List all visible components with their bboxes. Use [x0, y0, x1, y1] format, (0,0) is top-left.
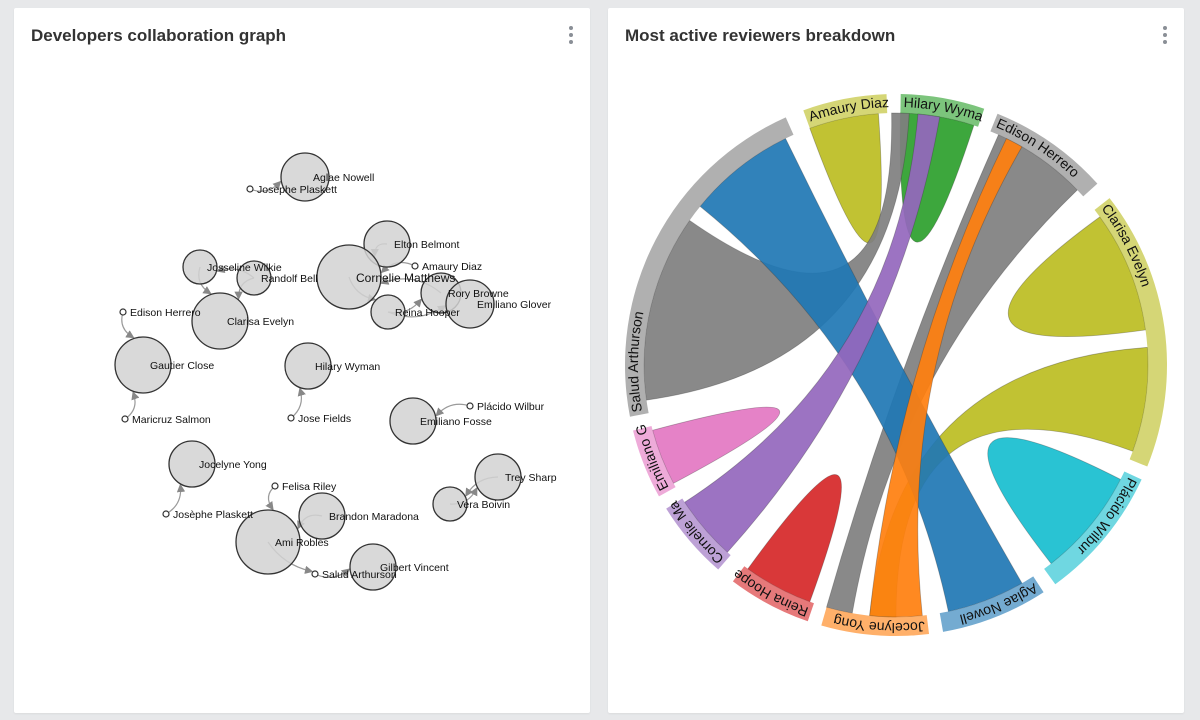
reviewers-breakdown-panel: Most active reviewers breakdown Amaury D…: [608, 8, 1184, 713]
graph-node-cornelie-matthews[interactable]: [316, 244, 382, 310]
group-arc-emiliano-glover[interactable]: [633, 425, 676, 497]
graph-node-label: Maricruz Salmon: [132, 414, 211, 426]
graph-node-label: Aglae Nowell: [313, 172, 374, 184]
graph-node-label: Gautier Close: [150, 360, 214, 372]
graph-node-hilary-wyman[interactable]: [284, 342, 332, 390]
graph-node-label: Plácido Wilbur: [477, 401, 545, 413]
graph-node-josephe-plaskett[interactable]: [162, 510, 170, 518]
graph-node-label: Jose Fields: [298, 413, 351, 425]
graph-node-label: Gilbert Vincent: [380, 562, 449, 574]
graph-node-label: Clarisa Evelyn: [227, 316, 294, 328]
graph-node-reina-hooper[interactable]: [370, 294, 406, 330]
graph-node-emiliano-glover[interactable]: [445, 279, 495, 329]
group-arc-jocelyne-yong[interactable]: [821, 607, 930, 636]
graph-node-aglae-nowell[interactable]: [280, 152, 330, 202]
graph-node-label: Reina Hooper: [395, 307, 460, 319]
graph-node-label: Josseline Wilkie: [207, 262, 282, 274]
graph-node-maricruz-salmon[interactable]: [121, 415, 129, 423]
graph-node-label: Hilary Wyman: [315, 361, 380, 373]
graph-node-trey-sharp[interactable]: [474, 453, 522, 501]
graph-node-randolf-bell[interactable]: [236, 260, 272, 296]
collaboration-graph-panel: Developers collaboration graph Aglae Now…: [14, 8, 590, 713]
graph-node-label: Trey Sharp: [505, 472, 557, 484]
group-arc-amaury-diaz[interactable]: [803, 94, 888, 129]
graph-node-label: Rory Browne: [448, 288, 509, 300]
group-label: Salud Arthurson: [625, 310, 646, 414]
graph-node-label: Felisa Riley: [282, 481, 337, 493]
graph-node-label: Elton Belmont: [394, 239, 459, 251]
graph-node-vera-boivin[interactable]: [432, 486, 468, 522]
graph-node-label: Jocelyne Yong: [199, 459, 267, 471]
graph-node-josephe-plaskett[interactable]: [246, 185, 254, 193]
chord-ribbon[interactable]: [1007, 216, 1146, 338]
graph-node-brandon-maradona[interactable]: [298, 492, 346, 540]
group-arc-clarisa-evelyn[interactable]: [1094, 198, 1167, 467]
graph-node-jose-fields[interactable]: [287, 414, 295, 422]
graph-node-salud-arthurson[interactable]: [311, 570, 319, 578]
graph-node-label: Emiliano Fosse: [420, 416, 492, 428]
graph-node-elton-belmont[interactable]: [363, 220, 411, 268]
chord-ribbon[interactable]: [652, 406, 781, 484]
graph-node-amaury-diaz[interactable]: [411, 262, 419, 270]
graph-node-gautier-close[interactable]: [114, 336, 172, 394]
graph-node-label: Brandon Maradona: [329, 511, 419, 523]
graph-link: [435, 403, 471, 417]
graph-node-label: Emiliano Glover: [477, 299, 552, 311]
graph-node-jocelyne-yong[interactable]: [168, 440, 216, 488]
chord-ribbon[interactable]: [826, 134, 1078, 614]
graph-node-label: Cornelie Matthews: [356, 271, 455, 285]
panel-title: Developers collaboration graph: [31, 26, 287, 45]
group-arc-edison-herrero[interactable]: [990, 113, 1098, 197]
group-arc-placido-wilbur[interactable]: [1044, 471, 1142, 585]
graph-node-label: Salud Arthurson: [322, 569, 397, 581]
graph-node-label: Ami Robles: [275, 537, 329, 549]
graph-node-gilbert-vincent[interactable]: [349, 543, 397, 591]
graph-node-label: Edison Herrero: [130, 307, 201, 319]
graph-node-label: Vera Boivin: [457, 499, 510, 511]
graph-node-placido-wilbur[interactable]: [466, 402, 474, 410]
group-arc-cornelie-matthews[interactable]: [666, 498, 731, 570]
graph-node-label: Josèphe Plaskett: [173, 509, 253, 521]
group-arc-aglae-nowell[interactable]: [939, 576, 1044, 632]
graph-node-label: Randolf Bell: [261, 273, 318, 285]
group-label: Hilary Wyman: [608, 8, 986, 124]
group-arc-salud-arthurson[interactable]: [625, 117, 794, 417]
chord-ribbon[interactable]: [987, 437, 1122, 565]
graph-node-clarisa-evelyn[interactable]: [191, 292, 249, 350]
chord-ribbon[interactable]: [684, 113, 941, 553]
graph-node-label: Josephe Plaskett: [257, 184, 337, 196]
group-arc-hilary-wyman[interactable]: [900, 94, 985, 127]
vertical-dots-icon[interactable]: [1160, 26, 1170, 46]
group-arc-reina-hooper[interactable]: [732, 566, 814, 622]
panel-title: Most active reviewers breakdown: [625, 26, 896, 45]
graph-node-felisa-riley[interactable]: [271, 482, 279, 490]
graph-node-ami-robles[interactable]: [235, 509, 301, 575]
graph-node-edison-herrero[interactable]: [119, 308, 127, 316]
chord-ribbon[interactable]: [747, 474, 842, 603]
graph-node-josseline-wilkie[interactable]: [182, 249, 218, 285]
vertical-dots-icon[interactable]: [566, 26, 576, 46]
graph-node-label: Amaury Diaz: [422, 261, 482, 273]
graph-node-emiliano-fosse[interactable]: [389, 397, 437, 445]
